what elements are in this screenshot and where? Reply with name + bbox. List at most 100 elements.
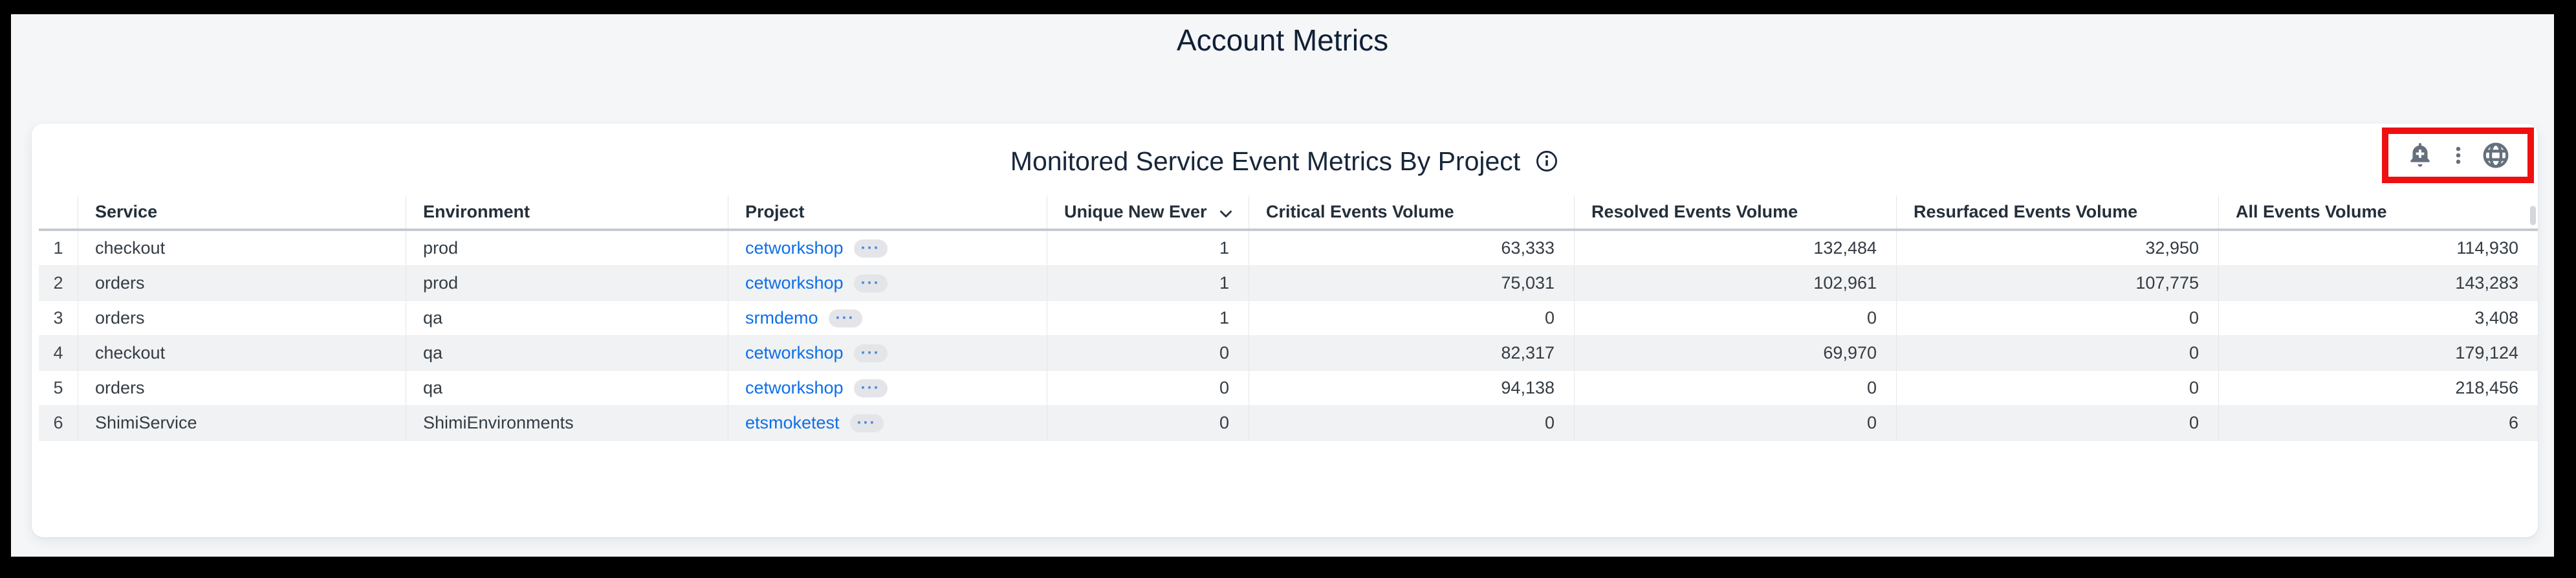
resurfaced-cell: 0: [1896, 371, 2218, 405]
resurfaced-cell: 0: [1896, 336, 2218, 370]
column-header-label: Critical Events Volume: [1266, 202, 1454, 221]
dashboard-page: Account Metrics Monitored Service Event …: [11, 14, 2554, 557]
all-cell: 179,124: [2218, 336, 2538, 370]
table-row: 6 ShimiService ShimiEnvironments etsmoketes…: [39, 406, 2538, 441]
project-link[interactable]: etsmoketest: [745, 413, 840, 432]
project-link[interactable]: cetworkshop: [745, 343, 844, 362]
unique_new-cell: 1: [1047, 301, 1249, 335]
service-cell: checkout: [78, 336, 406, 370]
column-header-label: Resurfaced Events Volume: [1914, 202, 2138, 221]
resolved-cell: 132,484: [1574, 231, 1896, 265]
table-row: 1 checkout prod cetworkshop ··· 1 63,333 132,48…: [39, 231, 2538, 266]
column-header-label: Service: [95, 202, 158, 221]
project-more-pill[interactable]: ···: [849, 414, 884, 432]
resolved-cell: 0: [1574, 301, 1896, 335]
metrics-panel: Monitored Service Event Metrics By Proje…: [32, 124, 2538, 537]
resurfaced-cell: 0: [1896, 406, 2218, 440]
environment-cell: prod: [406, 231, 728, 265]
panel-title: Monitored Service Event Metrics By Proje…: [1010, 146, 1521, 176]
sort-descending-chevron-icon: [1219, 210, 1232, 217]
critical-cell: 0: [1249, 301, 1574, 335]
project-more-pill[interactable]: ···: [828, 309, 862, 328]
critical-cell: 94,138: [1249, 371, 1574, 405]
critical-cell: 63,333: [1249, 231, 1574, 265]
column-header-label: Resolved Events Volume: [1591, 202, 1798, 221]
table-row: 4 checkout qa cetworkshop ··· 0 82,317 69,970 0 1…: [39, 336, 2538, 371]
project-cell: cetworkshop ···: [728, 231, 1047, 265]
column-header-resolved[interactable]: Resolved Events Volume: [1574, 195, 1896, 228]
project-more-pill[interactable]: ···: [853, 344, 888, 362]
critical-cell: 82,317: [1249, 336, 1574, 370]
project-link[interactable]: srmdemo: [745, 308, 818, 328]
environment-cell: qa: [406, 336, 728, 370]
unique_new-cell: 0: [1047, 406, 1249, 440]
column-header-environment[interactable]: Environment: [406, 195, 728, 228]
add-alert-bell-icon[interactable]: [2405, 140, 2435, 170]
unique_new-cell: 1: [1047, 231, 1249, 265]
all-cell: 114,930: [2218, 231, 2538, 265]
table-row: 5 orders qa cetworkshop ··· 0 94,138 0 0 218,456: [39, 371, 2538, 406]
table-row: 3 orders qa srmdemo ··· 1 0 0 0 3,408: [39, 301, 2538, 336]
column-header-label: Unique New Ever: [1064, 202, 1207, 221]
resolved-cell: 0: [1574, 371, 1896, 405]
resolved-cell: 0: [1574, 406, 1896, 440]
all-cell: 6: [2218, 406, 2538, 440]
column-header-project[interactable]: Project: [728, 195, 1047, 228]
column-header-critical[interactable]: Critical Events Volume: [1249, 195, 1574, 228]
table-scrollbar-thumb[interactable]: [2530, 206, 2536, 225]
row-index-cell: 5: [53, 378, 63, 397]
globe-icon[interactable]: [2481, 140, 2511, 170]
column-header-all[interactable]: All Events Volume: [2218, 195, 2538, 228]
project-cell: srmdemo ···: [728, 301, 1047, 335]
highlight-annotation-box: [2382, 128, 2534, 183]
column-header-label: Project: [745, 202, 805, 221]
project-link[interactable]: cetworkshop: [745, 273, 844, 293]
row-index-cell: 4: [53, 343, 63, 362]
page-title: Account Metrics: [1176, 23, 1389, 57]
row-index-cell: 3: [53, 308, 63, 328]
row-index-cell: 1: [53, 238, 63, 258]
table-row: 2 orders prod cetworkshop ··· 1 75,031 102,961 1…: [39, 266, 2538, 301]
column-header-row-index: [39, 195, 78, 228]
project-more-pill[interactable]: ···: [853, 274, 888, 293]
project-cell: cetworkshop ···: [728, 266, 1047, 300]
project-cell: cetworkshop ···: [728, 371, 1047, 405]
resurfaced-cell: 0: [1896, 301, 2218, 335]
column-header-label: All Events Volume: [2236, 202, 2387, 221]
project-link[interactable]: cetworkshop: [745, 238, 844, 258]
service-cell: orders: [78, 371, 406, 405]
environment-cell: qa: [406, 371, 728, 405]
project-more-pill[interactable]: ···: [853, 239, 888, 258]
metrics-table: Service Environment Project Unique New Ever…: [39, 195, 2538, 441]
environment-cell: qa: [406, 301, 728, 335]
unique_new-cell: 0: [1047, 371, 1249, 405]
unique_new-cell: 1: [1047, 266, 1249, 300]
project-more-pill[interactable]: ···: [853, 379, 888, 397]
column-header-service[interactable]: Service: [78, 195, 406, 228]
unique_new-cell: 0: [1047, 336, 1249, 370]
all-cell: 143,283: [2218, 266, 2538, 300]
resolved-cell: 102,961: [1574, 266, 1896, 300]
all-cell: 218,456: [2218, 371, 2538, 405]
environment-cell: prod: [406, 266, 728, 300]
service-cell: ShimiService: [78, 406, 406, 440]
row-index-cell: 2: [53, 273, 63, 293]
service-cell: checkout: [78, 231, 406, 265]
project-link[interactable]: cetworkshop: [745, 378, 844, 397]
panel-menu-kebab-icon[interactable]: [2447, 140, 2469, 170]
project-cell: etsmoketest ···: [728, 406, 1047, 440]
table-body: 1 checkout prod cetworkshop ··· 1 63,333 132,48…: [39, 231, 2538, 441]
info-icon[interactable]: [1534, 149, 1559, 173]
environment-cell: ShimiEnvironments: [406, 406, 728, 440]
project-cell: cetworkshop ···: [728, 336, 1047, 370]
service-cell: orders: [78, 301, 406, 335]
resolved-cell: 69,970: [1574, 336, 1896, 370]
resurfaced-cell: 32,950: [1896, 231, 2218, 265]
critical-cell: 0: [1249, 406, 1574, 440]
resurfaced-cell: 107,775: [1896, 266, 2218, 300]
column-header-resurfaced[interactable]: Resurfaced Events Volume: [1896, 195, 2218, 228]
all-cell: 3,408: [2218, 301, 2538, 335]
critical-cell: 75,031: [1249, 266, 1574, 300]
column-header-unique_new[interactable]: Unique New Ever: [1047, 195, 1249, 228]
